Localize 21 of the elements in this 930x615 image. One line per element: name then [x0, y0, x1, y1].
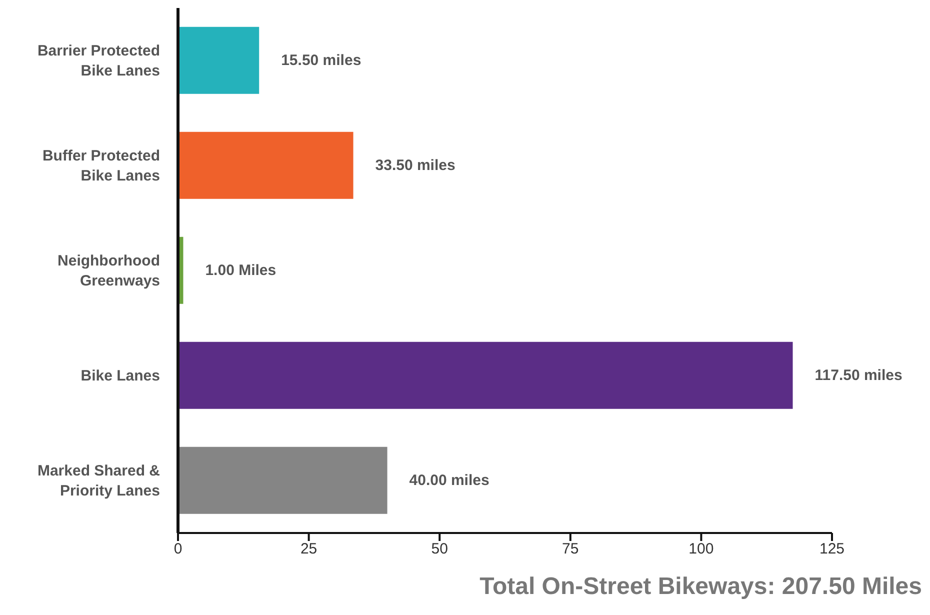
y-tick-label: Neighborhood Greenways — [58, 252, 160, 289]
bar — [178, 132, 354, 199]
bar — [178, 26, 260, 94]
bar — [178, 446, 388, 514]
data-label: 40.00 miles — [409, 472, 490, 489]
y-tick-label: Bike Lanes — [80, 367, 160, 384]
x-tick-label: 100 — [688, 540, 714, 558]
text: Total On-Street Bikeways: 207.50 Miles — [478, 573, 922, 601]
data-label: 117.50 miles — [814, 366, 902, 384]
x-tick-label: 0 — [174, 540, 182, 558]
x-tick-label: 25 — [300, 540, 318, 558]
bar — [178, 342, 793, 409]
data-label: 1.00 Miles — [205, 262, 276, 279]
x-tick-label: 75 — [562, 540, 579, 558]
y-tick-label: Marked Shared & Priority Lanes — [37, 462, 160, 499]
x-tick-label: 125 — [819, 540, 845, 558]
x-tick-label: 50 — [431, 540, 448, 558]
data-label: 33.50 miles — [375, 156, 456, 174]
y-tick-label: Barrier Protected Bike Lanes — [37, 42, 160, 79]
data-label: 15.50 miles — [281, 52, 362, 69]
y-tick-label: Buffer Protected Bike Lanes — [42, 147, 160, 184]
